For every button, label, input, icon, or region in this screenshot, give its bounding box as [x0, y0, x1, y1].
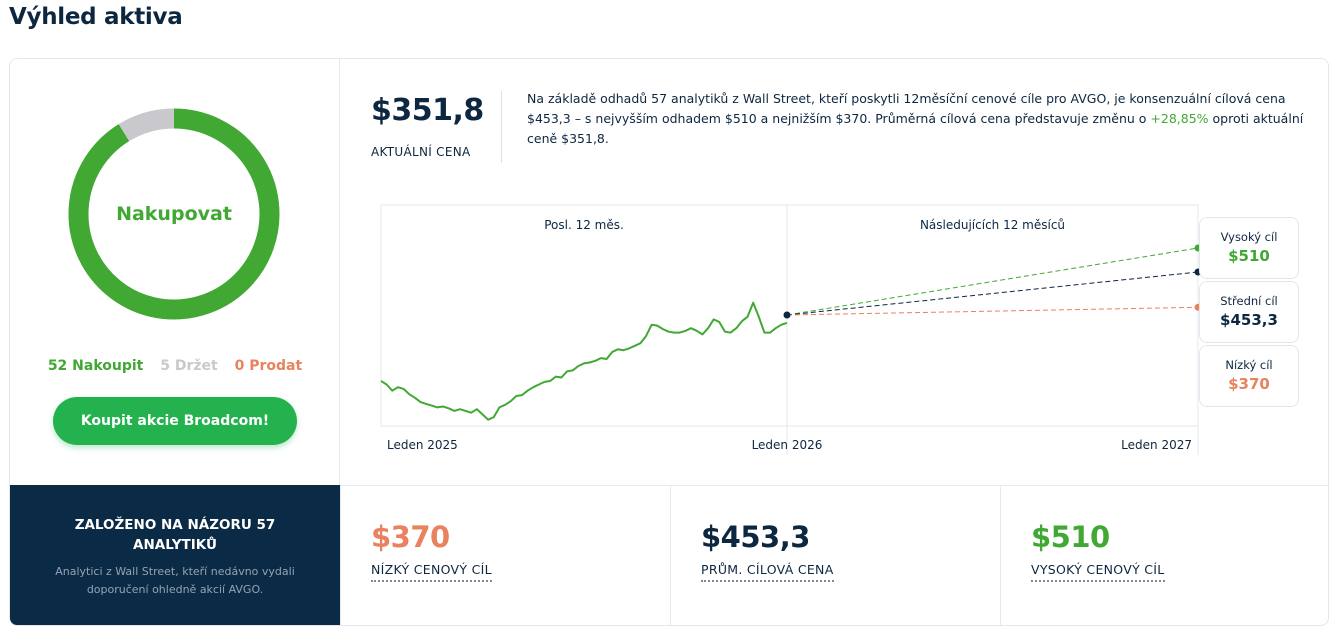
low-target-label: Nízký cíl [1225, 358, 1273, 372]
rating-counts: 52 Nakoupit 5 Držet 0 Prodat [10, 358, 340, 374]
price-forecast-chart: Posl. 12 měs. Následujících 12 měsíců Lede… [380, 204, 1202, 455]
rating-panel: Nakupovat 52 Nakoupit 5 Držet 0 Prodat K… [10, 59, 340, 485]
high-target-projection-line [786, 247, 1199, 316]
mid-target-label: Střední cíl [1220, 294, 1278, 308]
avg-target-stat: $453,3 PRŮM. CÍLOVÁ CENA [670, 485, 1000, 625]
high-target-value: $510 [1228, 247, 1270, 265]
analyst-basis-subtitle: Analytici z Wall Street, kteří nedávno v… [55, 565, 295, 596]
x-tick-label: Leden 2025 [387, 438, 458, 452]
high-target-stat-value: $510 [1031, 520, 1110, 554]
page-title: Výhled aktiva [9, 4, 183, 30]
high-target-box: Vysoký cíl $510 [1199, 217, 1299, 279]
price-panel: $351,8 AKTUÁLNÍ CENA Na základě odhadů 5… [341, 59, 1328, 485]
consensus-label: Nakupovat [116, 203, 232, 225]
donut-buy-segment [68, 108, 280, 320]
analyst-basis-panel: ZALOŽENO NA NÁZORU 57 ANALYTIKŮ Analytic… [10, 485, 340, 625]
summary-change-pct: +28,85% [1150, 111, 1209, 126]
low-target-stat-value: $370 [371, 520, 450, 554]
rating-donut-chart [68, 108, 280, 320]
past-period-title: Posl. 12 měs. [544, 218, 624, 232]
mid-target-value: $453,3 [1220, 311, 1278, 329]
summary-text: Na základě odhadů 57 analytiků z Wall St… [527, 91, 1286, 126]
donut-hold-segment [118, 108, 175, 142]
future-period-title: Následujících 12 měsíců [920, 218, 1065, 232]
asset-outlook-card: Nakupovat 52 Nakoupit 5 Držet 0 Prodat K… [9, 58, 1329, 626]
divider [501, 91, 502, 163]
rating-donut: Nakupovat [64, 104, 284, 324]
low-target-stat: $370 NÍZKÝ CENOVÝ CÍL [340, 485, 670, 625]
high-target-label: Vysoký cíl [1220, 230, 1278, 244]
avg-target-stat-label[interactable]: PRŮM. CÍLOVÁ CENA [701, 562, 834, 582]
summary-text-end: oproti aktuální ceně $351,8. [527, 111, 1304, 146]
analyst-summary: Na základě odhadů 57 analytiků z Wall St… [527, 89, 1317, 149]
current-price: $351,8 [371, 93, 484, 128]
chart-frame [380, 204, 1199, 427]
low-target-projection-line [786, 306, 1199, 316]
low-target-box: Nízký cíl $370 [1199, 345, 1299, 407]
high-target-stat-label[interactable]: VYSOKÝ CENOVÝ CÍL [1031, 562, 1165, 582]
avg-target-stat-value: $453,3 [701, 520, 810, 554]
price-history-line [380, 301, 788, 421]
mid-target-box: Střední cíl $453,3 [1199, 281, 1299, 343]
analyst-basis-title: ZALOŽENO NA NÁZORU 57 ANALYTIKŮ [74, 517, 276, 553]
buy-count: 52 Nakoupit [47, 358, 144, 374]
x-tick-label: Leden 2027 [1121, 438, 1192, 452]
hold-count: 5 Držet [160, 358, 218, 374]
high-target-stat: $510 VYSOKÝ CENOVÝ CÍL [1000, 485, 1328, 625]
sell-count: 0 Prodat [234, 358, 303, 374]
avg-target-projection-line [786, 271, 1199, 316]
low-target-stat-label[interactable]: NÍZKÝ CENOVÝ CÍL [371, 562, 492, 582]
buy-stock-button[interactable]: Koupit akcie Broadcom! [53, 397, 297, 445]
current-price-caption: AKTUÁLNÍ CENA [371, 145, 471, 159]
low-target-value: $370 [1228, 375, 1270, 393]
current-price-point [783, 311, 791, 319]
x-tick-label: Leden 2026 [752, 438, 823, 452]
